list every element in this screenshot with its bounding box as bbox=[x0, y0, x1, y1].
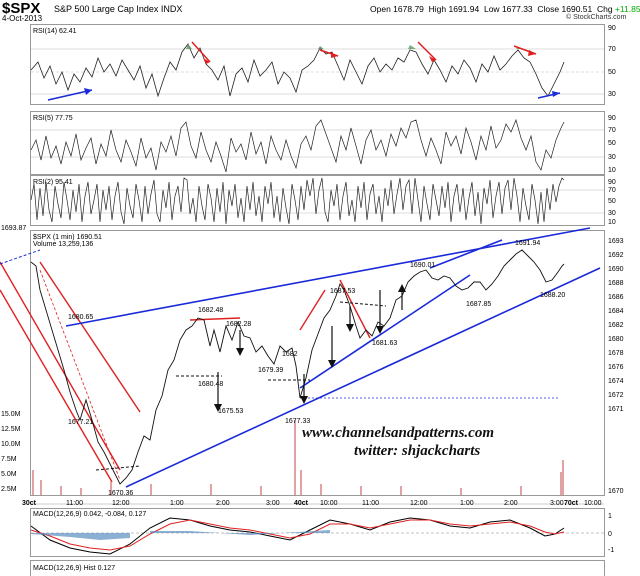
left-price-label: 1693.87 bbox=[1, 225, 26, 232]
svg-text:10:00: 10:00 bbox=[584, 500, 602, 507]
price-panel bbox=[30, 230, 605, 496]
svg-text:70: 70 bbox=[608, 46, 616, 53]
svg-text:90: 90 bbox=[608, 115, 616, 122]
svg-text:11:00: 11:00 bbox=[66, 500, 83, 507]
rsi5-label: RSI(5) 77.75 bbox=[33, 115, 73, 122]
svg-text:1677.33: 1677.33 bbox=[285, 418, 310, 425]
svg-text:1687.53: 1687.53 bbox=[330, 288, 355, 295]
svg-text:1674: 1674 bbox=[608, 378, 624, 385]
price-axis: 1693 1692 1690 1688 1686 1684 1682 1680 … bbox=[1, 238, 624, 554]
svg-text:12:00: 12:00 bbox=[410, 500, 428, 507]
svg-text:1679.39: 1679.39 bbox=[258, 367, 283, 374]
svg-text:1677.21: 1677.21 bbox=[68, 419, 93, 426]
svg-text:10.0M: 10.0M bbox=[1, 441, 21, 448]
svg-text:1676: 1676 bbox=[608, 364, 624, 371]
svg-text:1670.36: 1670.36 bbox=[108, 490, 133, 497]
svg-text:1680.48: 1680.48 bbox=[198, 381, 223, 388]
svg-text:3:00: 3:00 bbox=[550, 500, 564, 507]
rsi14-label: RSI(14) 62.41 bbox=[33, 28, 77, 35]
svg-text:15.0M: 15.0M bbox=[1, 411, 21, 418]
svg-text:12.5M: 12.5M bbox=[1, 426, 21, 433]
svg-text:90: 90 bbox=[608, 25, 616, 32]
svg-text:1670: 1670 bbox=[608, 488, 624, 495]
svg-text:1688.20: 1688.20 bbox=[540, 292, 565, 299]
svg-text:5.0M: 5.0M bbox=[1, 471, 17, 478]
svg-text:12:00: 12:00 bbox=[112, 500, 130, 507]
svg-text:7.5M: 7.5M bbox=[1, 456, 17, 463]
svg-text:2:00: 2:00 bbox=[216, 500, 230, 507]
volume-label: Volume 13,259,136 bbox=[33, 241, 93, 248]
source-credit: © StockCharts.com bbox=[566, 14, 627, 21]
macd-panel bbox=[30, 508, 605, 557]
x-axis: 30ct 11:00 12:00 1:00 2:00 3:00 40ct 10:… bbox=[22, 500, 602, 507]
rsi5-panel bbox=[30, 111, 605, 175]
svg-text:70: 70 bbox=[608, 187, 616, 194]
svg-text:10:00: 10:00 bbox=[320, 500, 338, 507]
svg-text:2:00: 2:00 bbox=[504, 500, 518, 507]
macd-hist-panel bbox=[30, 560, 605, 576]
chart-header: $SPX S&P 500 Large Cap Index INDX 4-Oct-… bbox=[0, 0, 640, 23]
svg-text:1682: 1682 bbox=[608, 322, 624, 329]
svg-text:1682: 1682 bbox=[282, 351, 298, 358]
svg-text:1693: 1693 bbox=[608, 238, 624, 245]
svg-text:30: 30 bbox=[608, 91, 616, 98]
svg-text:1680.65: 1680.65 bbox=[68, 314, 93, 321]
svg-text:40ct: 40ct bbox=[294, 500, 309, 507]
svg-text:1682.28: 1682.28 bbox=[226, 321, 251, 328]
watermark-twitter: twitter: shjackcharts bbox=[354, 443, 481, 459]
svg-text:1690.01: 1690.01 bbox=[410, 262, 435, 269]
svg-text:90: 90 bbox=[608, 179, 616, 186]
rsi2-label: RSI(2) 95.41 bbox=[33, 179, 73, 186]
svg-text:1682.48: 1682.48 bbox=[198, 307, 223, 314]
svg-text:1:00: 1:00 bbox=[170, 500, 184, 507]
svg-text:1690: 1690 bbox=[608, 266, 624, 273]
svg-text:0: 0 bbox=[608, 531, 612, 538]
svg-text:1687.85: 1687.85 bbox=[466, 301, 491, 308]
watermark-url: www.channelsandpatterns.com bbox=[302, 425, 494, 441]
svg-text:1680: 1680 bbox=[608, 336, 624, 343]
svg-text:1684: 1684 bbox=[608, 308, 624, 315]
ohlc-values: Open 1678.79 High 1691.94 Low 1677.33 Cl… bbox=[370, 4, 640, 14]
svg-text:1686: 1686 bbox=[608, 294, 624, 301]
svg-text:70ct: 70ct bbox=[564, 500, 579, 507]
svg-text:1:00: 1:00 bbox=[460, 500, 474, 507]
price-label: $SPX (1 min) 1690.51 bbox=[33, 234, 102, 241]
svg-text:1675.53: 1675.53 bbox=[218, 408, 243, 415]
svg-text:11:00: 11:00 bbox=[362, 500, 379, 507]
svg-text:1692: 1692 bbox=[608, 252, 624, 259]
svg-text:1691.94: 1691.94 bbox=[515, 240, 540, 247]
svg-text:10: 10 bbox=[608, 167, 616, 174]
symbol: $SPX bbox=[2, 0, 41, 17]
svg-text:70: 70 bbox=[608, 127, 616, 134]
svg-text:30ct: 30ct bbox=[22, 500, 37, 507]
price-annotations: 1680.65 1677.21 1670.36 1682.48 1682.28 … bbox=[68, 240, 565, 497]
svg-text:-1: -1 bbox=[608, 547, 614, 554]
svg-text:1681.63: 1681.63 bbox=[372, 340, 397, 347]
chart-date: 4-Oct-2013 bbox=[2, 14, 43, 23]
svg-text:1672: 1672 bbox=[608, 392, 624, 399]
svg-text:1678: 1678 bbox=[608, 350, 624, 357]
macd-hist-label: MACD(12,26,9) Hist 0.127 bbox=[33, 565, 115, 572]
svg-text:2.5M: 2.5M bbox=[1, 486, 17, 493]
svg-text:50: 50 bbox=[608, 69, 616, 76]
rsi14-panel bbox=[30, 24, 605, 105]
svg-text:1688: 1688 bbox=[608, 280, 624, 287]
svg-text:50: 50 bbox=[608, 140, 616, 147]
macd-label: MACD(12,26,9) 0.042, -0.084, 0.127 bbox=[33, 511, 146, 518]
symbol-name: S&P 500 Large Cap Index INDX bbox=[54, 4, 183, 14]
svg-text:30: 30 bbox=[608, 210, 616, 217]
svg-text:1: 1 bbox=[608, 513, 612, 520]
svg-text:30: 30 bbox=[608, 154, 616, 161]
svg-text:10: 10 bbox=[608, 219, 616, 226]
svg-text:3:00: 3:00 bbox=[266, 500, 280, 507]
svg-text:1671: 1671 bbox=[608, 406, 624, 413]
rsi2-panel bbox=[30, 175, 605, 226]
svg-text:50: 50 bbox=[608, 198, 616, 205]
